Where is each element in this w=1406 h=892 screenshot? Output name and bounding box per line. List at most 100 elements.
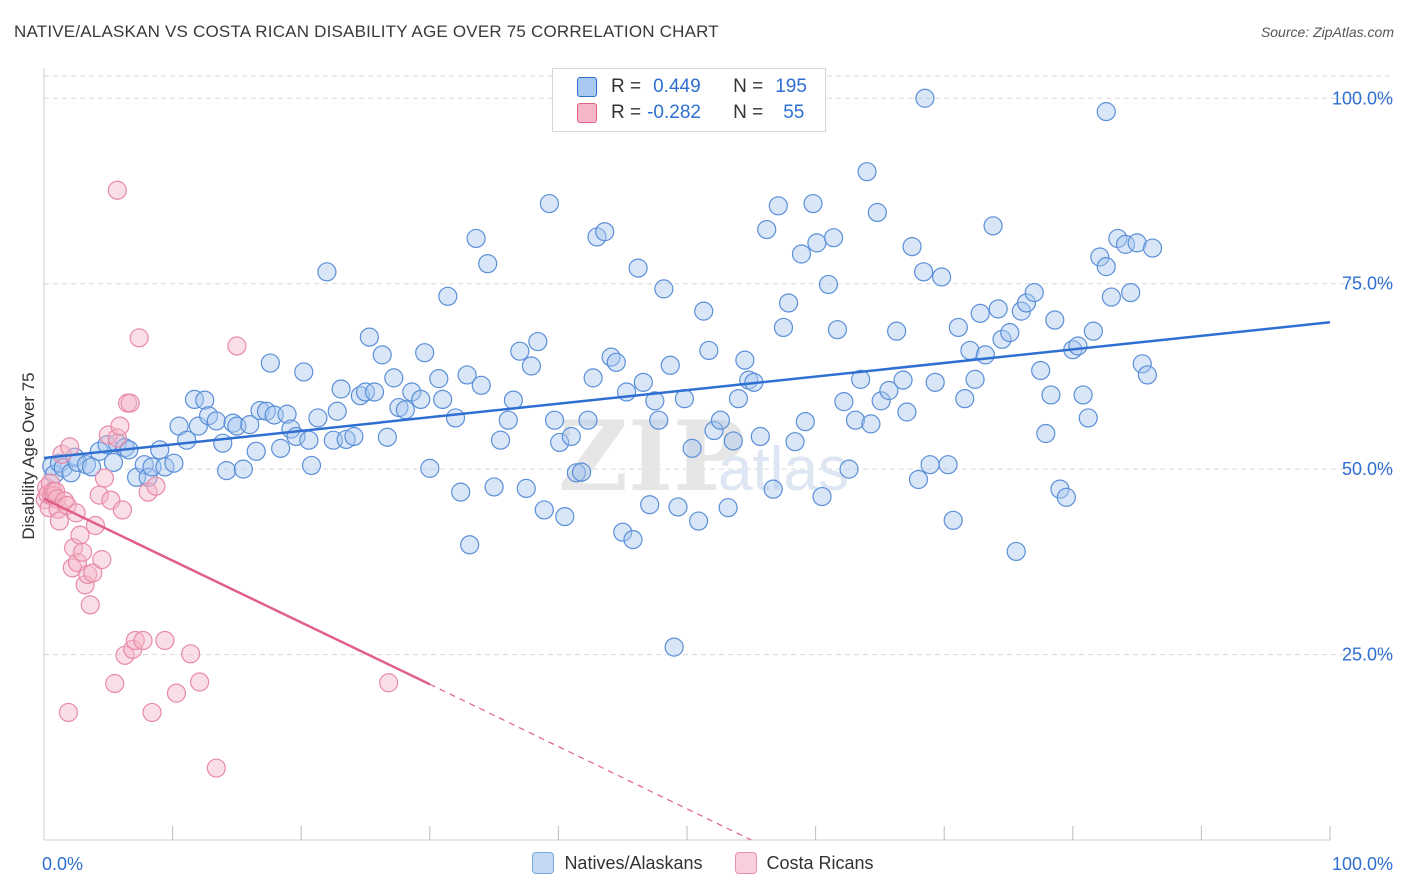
data-point-natives <box>723 431 743 451</box>
data-point-natives <box>206 411 226 431</box>
data-point-costa-ricans <box>107 428 127 448</box>
data-point-natives <box>955 389 975 409</box>
data-point-natives <box>217 461 237 481</box>
data-point-natives <box>791 244 812 264</box>
y-axis-label: Disability Age Over 75 <box>19 372 38 539</box>
data-point-natives <box>664 637 684 657</box>
data-point-costa-ricans <box>181 644 201 664</box>
data-point-natives <box>1127 233 1147 253</box>
data-point-natives <box>134 455 154 475</box>
data-point-natives <box>893 370 913 390</box>
data-point-natives <box>395 400 415 420</box>
data-point-natives <box>516 478 536 499</box>
data-point-natives <box>1101 287 1121 307</box>
data-point-natives <box>555 506 575 527</box>
data-point-natives <box>411 389 431 410</box>
data-point-natives <box>897 402 917 422</box>
data-point-natives <box>943 510 963 530</box>
data-point-natives <box>566 463 587 483</box>
data-point-natives <box>484 477 504 497</box>
data-point-natives <box>824 228 844 248</box>
data-point-natives <box>561 426 581 447</box>
data-point-natives <box>415 343 435 363</box>
data-point-natives <box>857 162 877 182</box>
data-point-costa-ricans <box>72 542 93 562</box>
data-point-natives <box>359 327 379 347</box>
data-point-costa-ricans <box>115 645 135 665</box>
data-point-natives <box>490 430 511 450</box>
y-tick-label: 25.0% <box>1342 645 1393 665</box>
data-point-costa-ricans <box>63 538 84 558</box>
y-tick-labels: 25.0% 50.0% 75.0% 100.0% <box>1332 88 1393 664</box>
data-point-natives <box>457 365 477 385</box>
data-point-natives <box>983 216 1003 236</box>
data-point-natives <box>654 279 674 299</box>
data-point-costa-ricans <box>166 683 187 703</box>
data-point-natives <box>914 262 934 282</box>
data-point-natives <box>845 410 866 430</box>
data-point-natives <box>1137 365 1157 385</box>
legend-swatch-pink <box>734 852 757 874</box>
data-point-natives <box>503 390 523 410</box>
data-point-natives <box>317 262 337 282</box>
y-tick-label: 75.0% <box>1342 274 1393 294</box>
data-point-natives <box>1090 247 1110 267</box>
data-point-costa-ricans <box>190 672 210 692</box>
legend-n-label: N = <box>733 102 764 123</box>
data-point-natives <box>433 389 453 410</box>
data-point-costa-ricans <box>107 180 127 200</box>
data-point-natives <box>103 452 124 473</box>
data-point-natives <box>1024 282 1044 303</box>
data-point-natives <box>970 303 990 323</box>
data-point-natives <box>528 331 548 352</box>
y-tick-label: 50.0% <box>1342 459 1393 479</box>
data-point-natives <box>1142 238 1163 258</box>
data-point-natives <box>271 438 291 458</box>
legend-item-costa-ricans: Costa Ricans <box>734 852 874 874</box>
data-point-natives <box>834 392 854 412</box>
data-point-natives <box>471 375 491 395</box>
data-point-costa-ricans <box>92 550 112 570</box>
data-point-natives <box>583 368 603 388</box>
legend-swatch-blue <box>577 77 597 97</box>
legend-n-value: 55 <box>783 102 805 123</box>
data-point-natives <box>1083 321 1103 341</box>
series-natives-alaskans <box>42 88 1163 657</box>
data-point-costa-ricans <box>206 758 226 778</box>
data-point-natives <box>601 347 621 367</box>
data-point-natives <box>915 88 935 108</box>
data-point-natives <box>649 410 669 430</box>
data-point-natives <box>364 382 385 402</box>
series-legend: Natives/Alaskans Costa Ricans <box>0 852 1406 874</box>
data-point-natives <box>451 482 471 502</box>
data-point-natives <box>1132 354 1152 374</box>
data-point-natives <box>694 301 714 321</box>
data-point-natives <box>633 372 653 392</box>
data-point-natives <box>988 299 1008 319</box>
data-point-costa-ricans <box>70 525 90 545</box>
data-point-natives <box>195 390 215 410</box>
data-point-natives <box>510 341 530 361</box>
data-point-natives <box>466 228 486 249</box>
data-point-natives <box>938 455 958 475</box>
data-point-natives <box>331 379 351 399</box>
x-tick-label: 100.0% <box>1332 854 1393 874</box>
data-point-costa-ricans <box>49 511 70 531</box>
data-point-natives <box>778 293 799 313</box>
data-point-natives <box>534 500 554 520</box>
data-point-natives <box>188 416 208 436</box>
data-point-costa-ricans <box>129 328 149 348</box>
data-point-natives <box>623 529 643 550</box>
data-point-natives <box>688 511 709 531</box>
data-point-costa-ricans <box>146 476 166 496</box>
data-point-natives <box>1096 257 1116 277</box>
data-point-natives <box>975 345 995 365</box>
data-point-natives <box>710 410 731 430</box>
data-point-natives <box>1056 487 1076 507</box>
data-point-natives <box>948 317 968 338</box>
data-point-natives <box>1036 423 1056 444</box>
data-point-natives <box>668 497 688 517</box>
data-point-natives <box>240 415 260 435</box>
data-point-natives <box>660 355 680 375</box>
data-point-natives <box>260 353 280 373</box>
